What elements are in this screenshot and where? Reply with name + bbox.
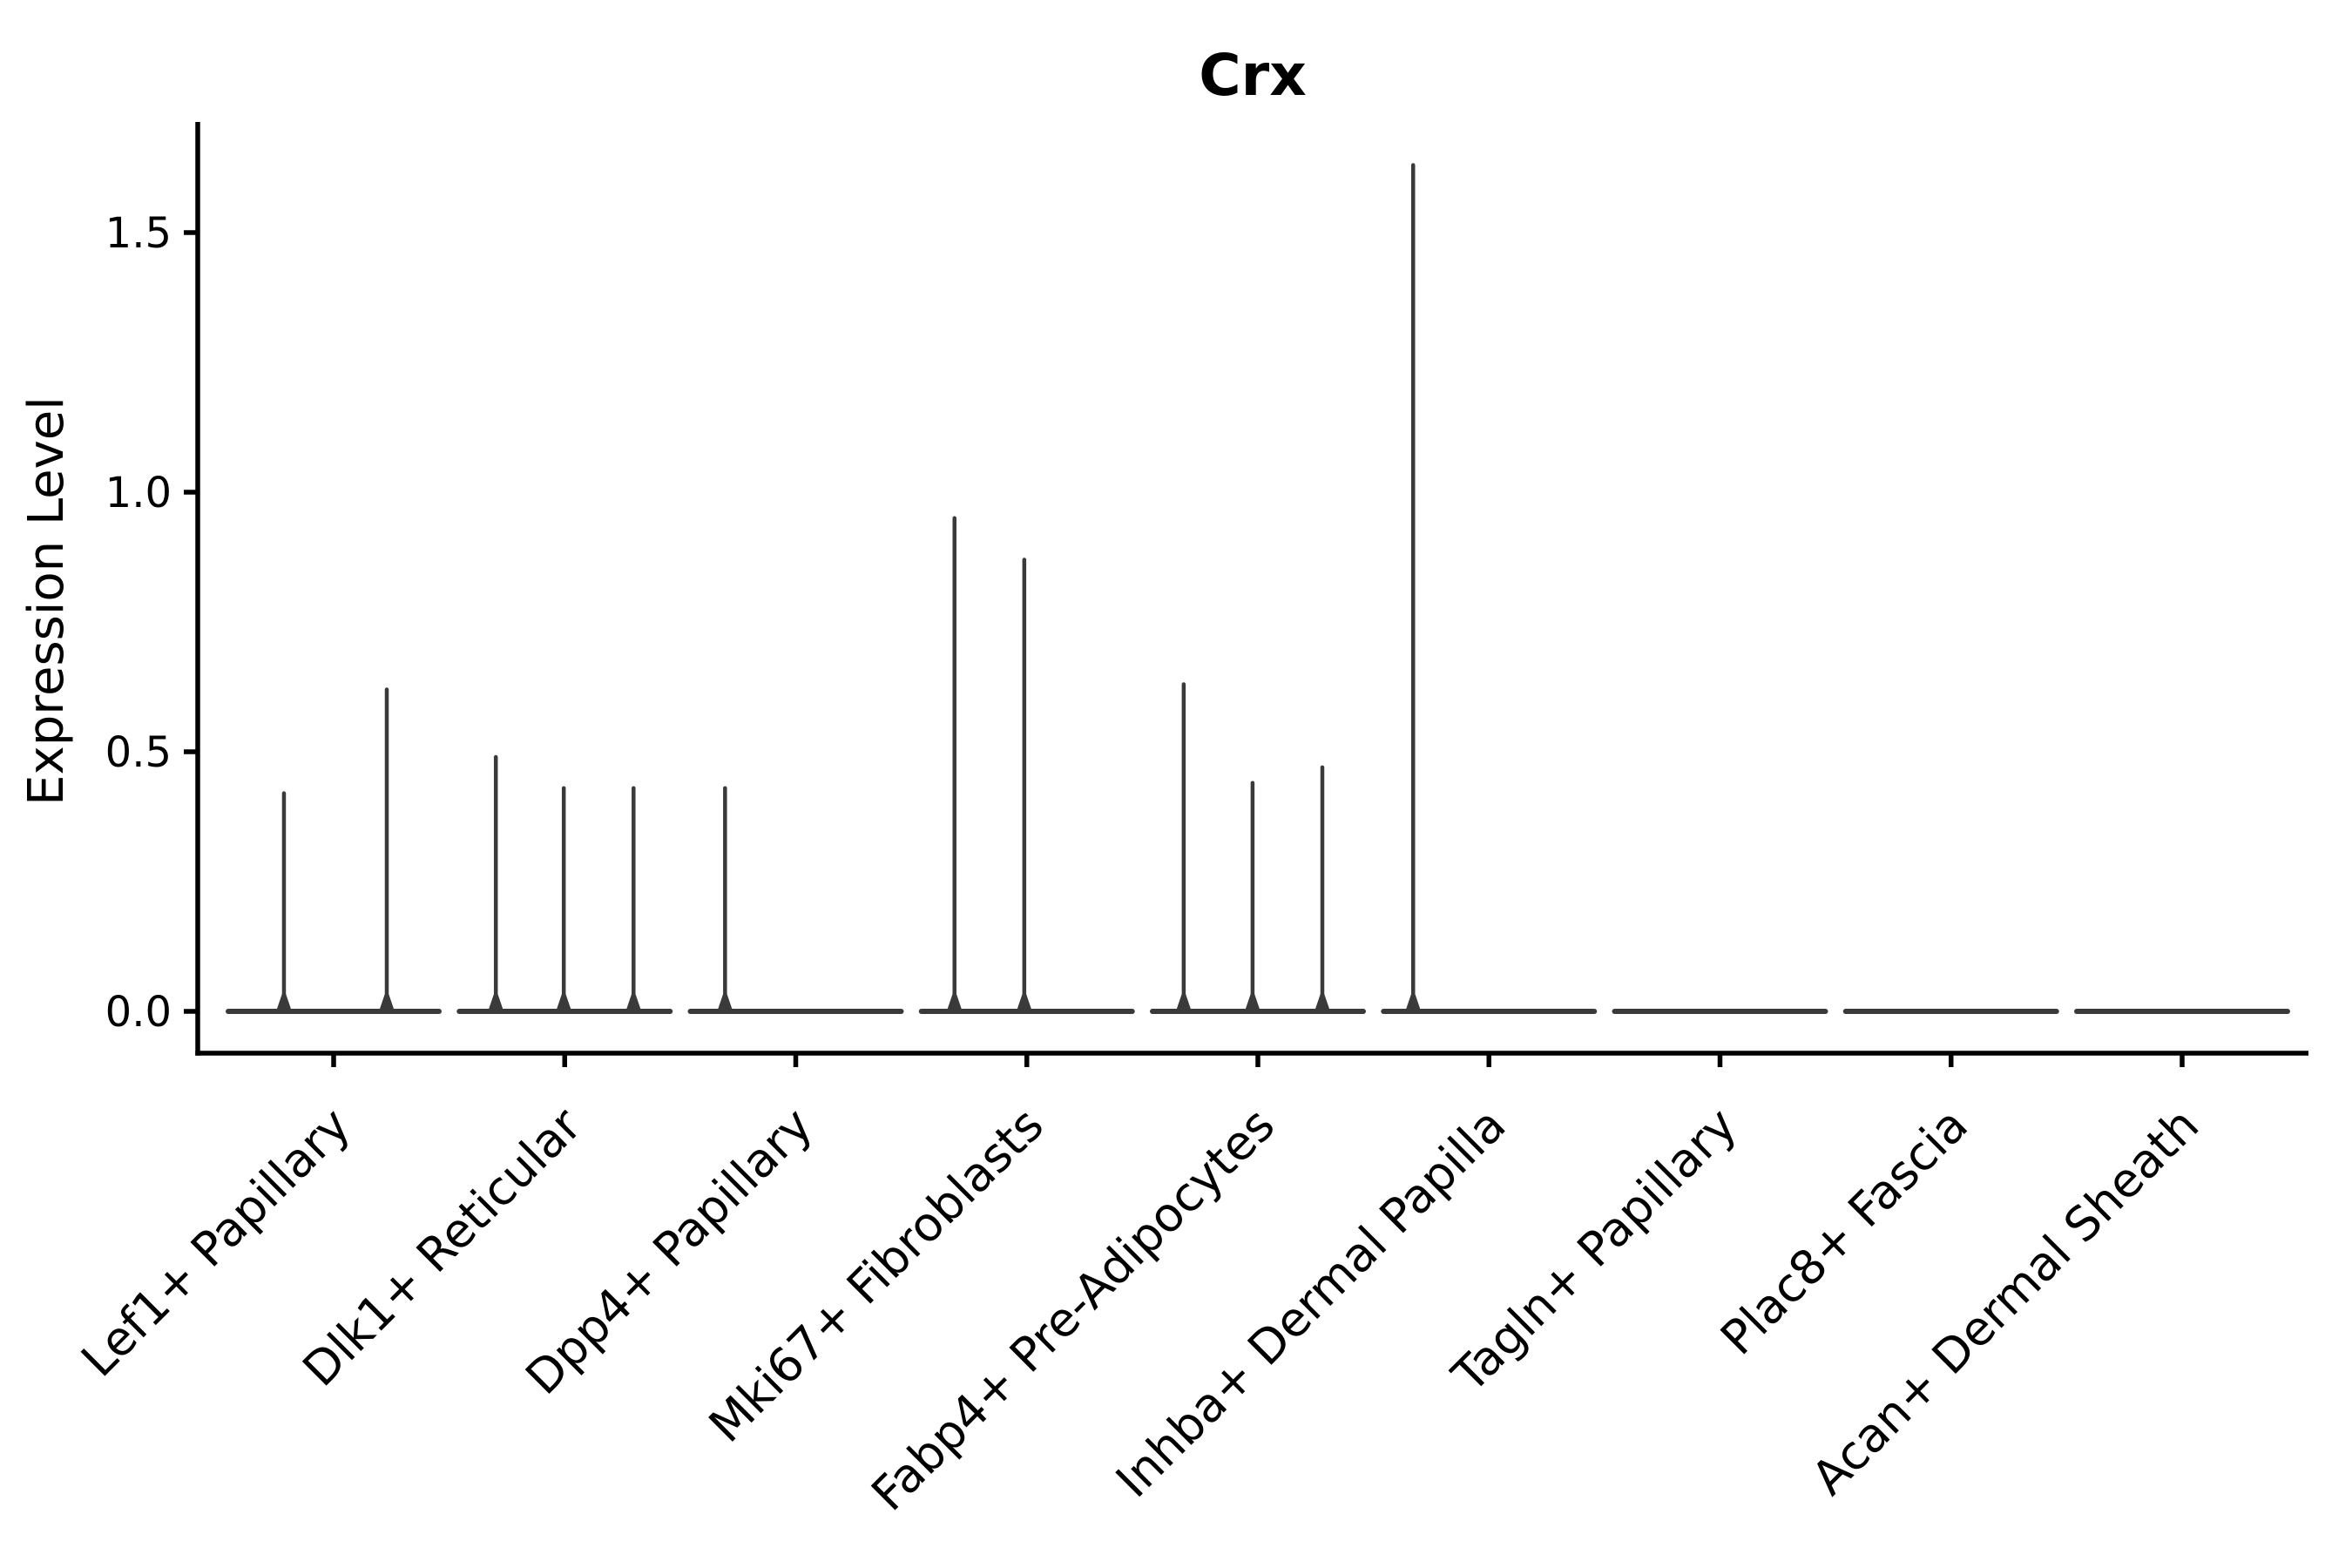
violin-spike-base: [625, 994, 642, 1011]
violin-spike-base: [1175, 994, 1192, 1011]
violin-spike-base: [1405, 994, 1422, 1011]
x-tick-label: Fabp4+ Pre-Adipocytes: [861, 1098, 1285, 1522]
y-tick-label: 1.5: [105, 209, 172, 258]
violin-spike-base: [1315, 994, 1331, 1011]
x-tick-label: Inhba+ Dermal Papilla: [1105, 1098, 1516, 1508]
violin-spike-base: [379, 994, 395, 1011]
x-tick-label: Acan+ Dermal Sheath: [1801, 1098, 2209, 1505]
violin-spike-base: [1244, 994, 1260, 1011]
y-axis-label: Expression Level: [18, 396, 75, 806]
chart-title: Crx: [1199, 42, 1307, 109]
violin-spike-base: [556, 994, 572, 1011]
violin-spike-base: [1016, 994, 1032, 1011]
y-tick-label: 0.0: [105, 988, 172, 1037]
violin-spike-base: [717, 994, 733, 1011]
y-tick-label: 1.0: [105, 469, 172, 517]
y-tick-label: 0.5: [105, 728, 172, 777]
violin-spike-base: [488, 994, 504, 1011]
violin-spike-base: [275, 994, 292, 1011]
x-tick-label: Plac8+ Fascia: [1710, 1098, 1978, 1366]
violin-spike-base: [946, 994, 963, 1011]
